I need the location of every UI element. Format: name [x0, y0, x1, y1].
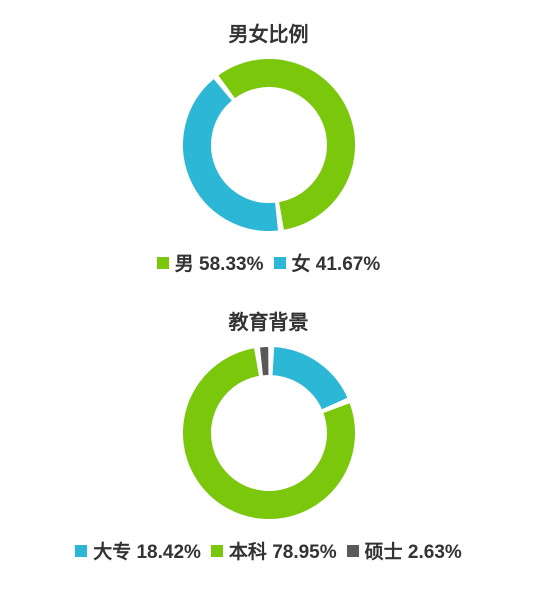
- legend-gender: 男 58.33% 女 41.67%: [157, 249, 380, 276]
- legend-entry: 硕士 2.63%: [347, 537, 462, 564]
- legend-text: 男 58.33%: [175, 249, 264, 276]
- page: 男女比例 男 58.33% 女 41.67% 教育背景 大专 18.42% 本科 7…: [0, 0, 537, 594]
- legend-swatch: [211, 545, 223, 557]
- donut-slice: [226, 73, 340, 216]
- legend-swatch: [75, 545, 87, 557]
- legend-education: 大专 18.42% 本科 78.95% 硕士 2.63%: [75, 537, 462, 564]
- donut-education: [183, 347, 355, 519]
- legend-text: 女 41.67%: [292, 249, 381, 276]
- chart-title-education: 教育背景: [229, 306, 309, 335]
- legend-text: 硕士 2.63%: [365, 537, 462, 564]
- donut-svg: [183, 347, 355, 519]
- donut-slice: [196, 90, 276, 217]
- chart-gender: 男女比例 男 58.33% 女 41.67%: [157, 0, 380, 276]
- donut-slice: [273, 361, 334, 403]
- donut-svg: [183, 59, 355, 231]
- legend-text: 本科 78.95%: [229, 537, 337, 564]
- legend-entry: 女 41.67%: [274, 249, 381, 276]
- legend-entry: 本科 78.95%: [211, 537, 337, 564]
- legend-entry: 大专 18.42%: [75, 537, 201, 564]
- chart-title-gender: 男女比例: [229, 18, 309, 47]
- legend-entry: 男 58.33%: [157, 249, 264, 276]
- donut-gender: [183, 59, 355, 231]
- chart-education: 教育背景 大专 18.42% 本科 78.95% 硕士 2.63%: [75, 276, 462, 564]
- legend-swatch: [274, 257, 286, 269]
- legend-swatch: [347, 545, 359, 557]
- legend-swatch: [157, 257, 169, 269]
- legend-text: 大专 18.42%: [93, 537, 201, 564]
